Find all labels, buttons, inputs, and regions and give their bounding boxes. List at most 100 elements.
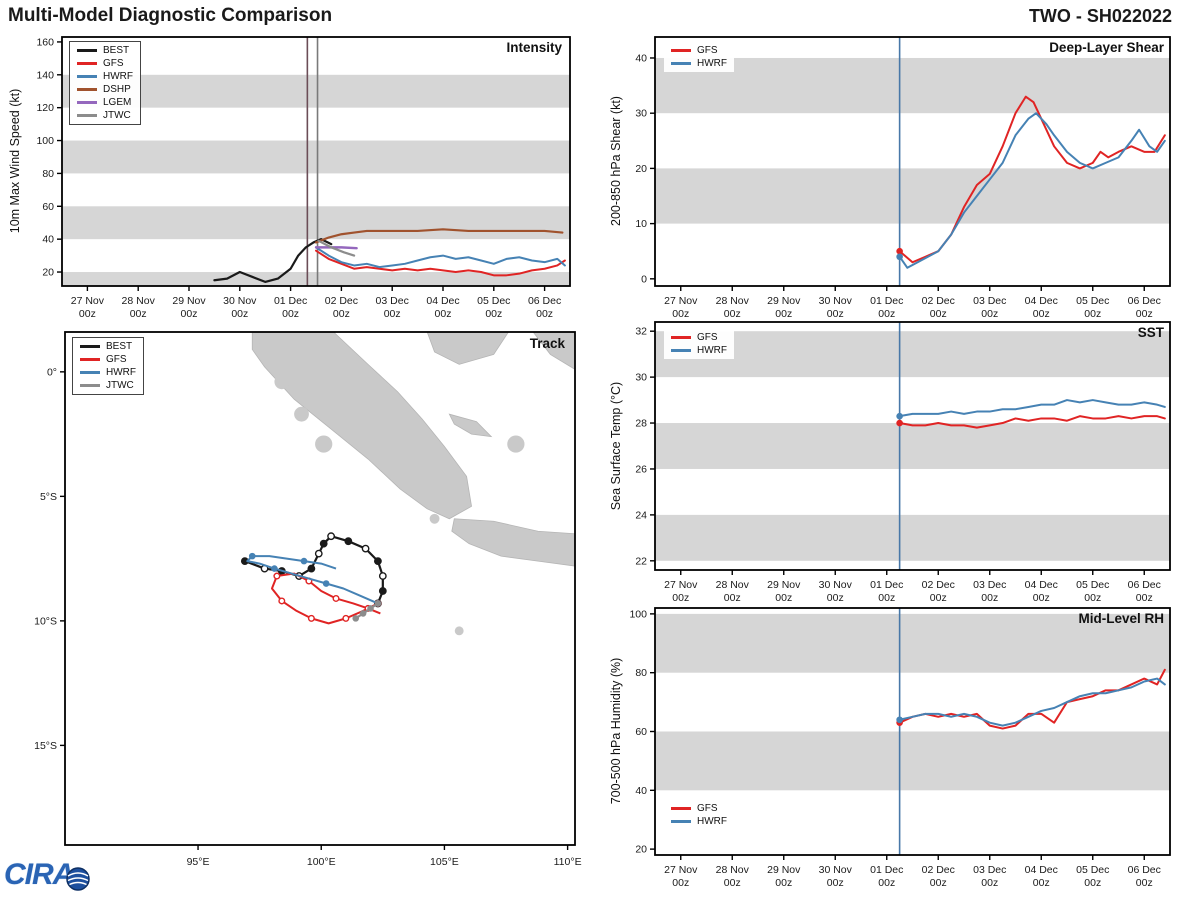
legend-item-hwrf: HWRF (671, 58, 727, 69)
y-tick-label: 40 (42, 234, 54, 246)
x-tick-hour: 00z (981, 308, 998, 320)
y-tick-label: 20 (42, 267, 54, 279)
x-tick-hour: 00z (827, 592, 844, 604)
x-tick-hour: 00z (775, 592, 792, 604)
legend-label: JTWC (103, 110, 131, 121)
track-point-HWRF (248, 552, 256, 560)
x-tick-hour: 00z (1084, 877, 1101, 889)
x-tick-hour: 00z (827, 308, 844, 320)
x-tick-hour: 00z (672, 308, 689, 320)
x-tick-date: 28 Nov (716, 579, 750, 591)
series-HWRF (898, 112, 1166, 269)
x-tick-date: 05 Dec (1076, 295, 1109, 307)
legend-item-best: BEST (80, 341, 136, 352)
legend-item-gfs: GFS (77, 58, 133, 69)
series-JTWC (317, 239, 356, 257)
x-tick-date: 01 Dec (870, 864, 903, 876)
x-tick-date: 27 Nov (71, 295, 105, 307)
x-tick-date: 01 Dec (870, 579, 903, 591)
lon-tick-label: 105°E (430, 856, 459, 868)
legend-label: DSHP (103, 84, 131, 95)
x-tick-date: 06 Dec (1128, 295, 1161, 307)
x-tick-date: 02 Dec (922, 864, 955, 876)
x-tick-date: 03 Dec (973, 295, 1006, 307)
x-tick-date: 04 Dec (1025, 579, 1058, 591)
legend-item-hwrf: HWRF (671, 816, 727, 827)
x-tick-hour: 00z (1033, 592, 1050, 604)
x-tick-date: 29 Nov (767, 864, 801, 876)
x-tick-date: 05 Dec (1076, 579, 1109, 591)
background-band (62, 272, 570, 286)
x-tick-hour: 00z (724, 308, 741, 320)
x-tick-hour: 00z (930, 592, 947, 604)
track-point-JTWC (367, 605, 374, 612)
series-start-marker (896, 716, 903, 724)
legend-item-jtwc: JTWC (80, 380, 136, 391)
legend-label: HWRF (697, 58, 727, 69)
island (454, 626, 464, 636)
legend-label: GFS (103, 58, 124, 69)
x-tick-hour: 00z (1033, 308, 1050, 320)
island (429, 513, 440, 524)
background-band (655, 168, 1170, 224)
x-tick-date: 27 Nov (664, 864, 698, 876)
landmass (451, 518, 575, 567)
series-GFS (898, 415, 1166, 429)
legend-swatch (671, 336, 691, 339)
shear-ylabel: 200-850 hPa Shear (kt) (609, 96, 623, 226)
legend-label: HWRF (106, 367, 136, 378)
legend-item-hwrf: HWRF (671, 345, 727, 356)
globe-icon (66, 867, 91, 891)
legend-swatch (77, 62, 97, 65)
island (294, 406, 309, 422)
x-tick-hour: 00z (282, 308, 299, 320)
x-tick-date: 30 Nov (223, 295, 257, 307)
background-band (655, 423, 1170, 469)
x-tick-date: 04 Dec (1025, 864, 1058, 876)
series-start-marker (896, 419, 903, 427)
legend-item-gfs: GFS (671, 45, 727, 56)
legend-swatch (671, 820, 691, 823)
y-tick-label: 100 (36, 135, 54, 147)
legend-label: GFS (106, 354, 127, 365)
landmass (426, 332, 509, 365)
y-tick-label: 0 (641, 273, 647, 285)
plot-border (61, 36, 571, 287)
landmass (251, 332, 472, 520)
legend-label: HWRF (103, 71, 133, 82)
x-tick-hour: 00z (536, 308, 553, 320)
x-tick-date: 29 Nov (172, 295, 206, 307)
track-point-GFS (278, 597, 286, 605)
y-tick-label: 40 (635, 785, 647, 797)
legend-label: BEST (103, 45, 130, 56)
x-tick-date: 05 Dec (477, 295, 510, 307)
x-tick-hour: 00z (1136, 877, 1153, 889)
x-tick-hour: 00z (1084, 308, 1101, 320)
track-point-BEST (344, 537, 353, 546)
x-tick-hour: 00z (181, 308, 198, 320)
x-tick-date: 06 Dec (1128, 864, 1161, 876)
background-band (62, 140, 570, 174)
track-point-JTWC (352, 615, 360, 622)
track-point-GFS (307, 614, 315, 622)
track-point-BEST (378, 572, 387, 580)
legend-label: HWRF (697, 345, 727, 356)
x-tick-hour: 00z (384, 308, 401, 320)
x-tick-hour: 00z (1033, 877, 1050, 889)
x-tick-hour: 00z (231, 308, 248, 320)
background-band (655, 331, 1170, 378)
x-tick-date: 29 Nov (767, 295, 801, 307)
x-tick-date: 02 Dec (922, 295, 955, 307)
x-tick-date: 30 Nov (819, 295, 853, 307)
sst-legend: GFS HWRF (664, 329, 734, 359)
track-point-BEST (361, 544, 370, 553)
x-tick-hour: 00z (930, 877, 947, 889)
y-tick-label: 160 (36, 36, 54, 48)
track-point-HWRF (300, 557, 308, 565)
lat-tick-label: 5°S (40, 491, 57, 503)
lon-tick-label: 95°E (187, 856, 210, 868)
legend-item-hwrf: HWRF (77, 71, 133, 82)
track-GFS (270, 572, 381, 625)
shear-title: Deep-Layer Shear (1049, 40, 1164, 55)
